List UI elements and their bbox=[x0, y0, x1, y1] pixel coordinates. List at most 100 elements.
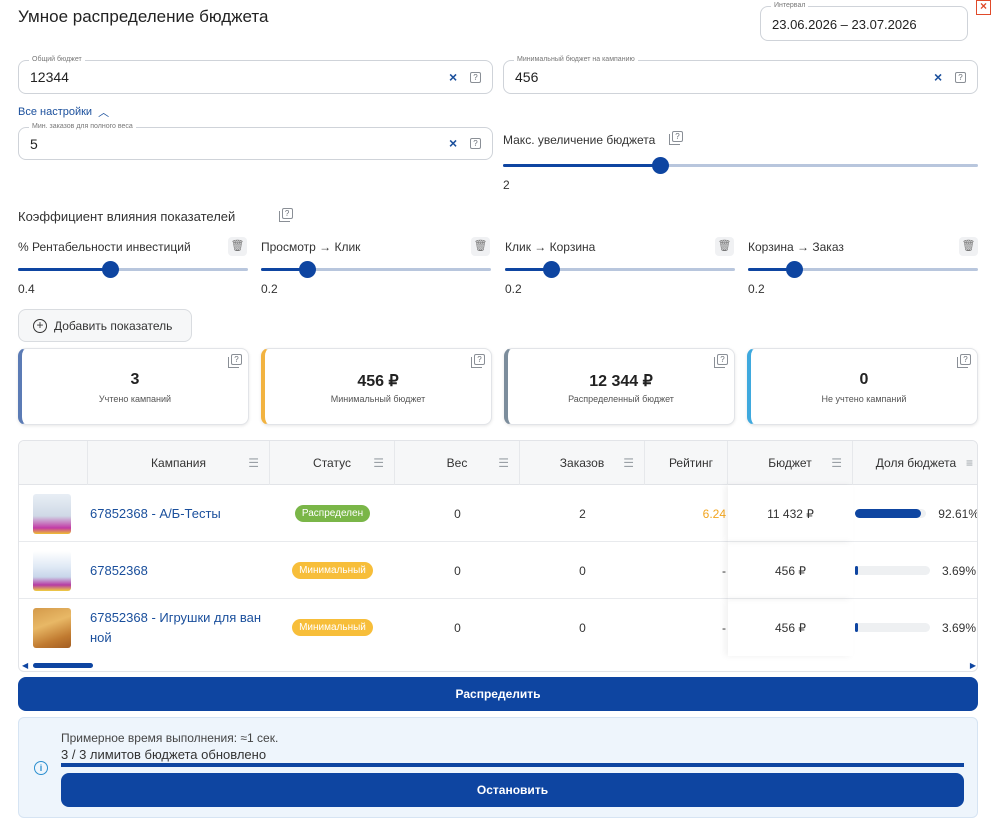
status-cell: Минимальный bbox=[270, 599, 395, 656]
status-badge: Распределен bbox=[294, 505, 371, 522]
column-header-share[interactable]: Доля бюджета ≡ bbox=[853, 441, 977, 485]
page-title: Умное распределение бюджета bbox=[18, 7, 269, 26]
coefficient-label: % Рентабельности инвестиций bbox=[18, 240, 191, 254]
menu-icon[interactable]: ☰ bbox=[373, 456, 384, 470]
rating-cell: 6.24 bbox=[702, 506, 726, 521]
slider-knob[interactable] bbox=[786, 261, 803, 278]
campaign-link[interactable]: 67852368 bbox=[90, 562, 148, 578]
help-icon[interactable]: ? bbox=[669, 131, 683, 145]
clear-icon[interactable]: × bbox=[449, 135, 458, 151]
clear-icon[interactable]: × bbox=[934, 69, 943, 85]
slider-fill bbox=[505, 268, 551, 271]
help-icon[interactable]: ? bbox=[957, 354, 971, 368]
coefficient-label: Просмотр → Клик bbox=[261, 240, 361, 254]
campaign-link[interactable]: 67852368 - А/Б-Тесты bbox=[90, 505, 221, 521]
status-cell: Распределен bbox=[270, 485, 395, 542]
coefficient-slider[interactable] bbox=[261, 261, 491, 278]
max-increase-slider[interactable] bbox=[503, 157, 978, 174]
interval-label: Интервал bbox=[771, 1, 809, 11]
rating-cell: - bbox=[722, 620, 726, 635]
coefficient-value: 0.4 bbox=[18, 282, 35, 296]
coefficient-label: Клик → Корзина bbox=[505, 240, 596, 254]
menu-icon[interactable]: ☰ bbox=[623, 456, 634, 470]
column-header-label: Кампания bbox=[151, 456, 206, 470]
max-increase-label: Макс. увеличение бюджета bbox=[503, 133, 656, 147]
clear-icon[interactable]: × bbox=[449, 69, 458, 85]
progress-bar-fill bbox=[61, 763, 964, 767]
min-campaign-budget-field[interactable]: Минимальный бюджет на кампанию 456 × ? bbox=[503, 55, 978, 94]
share-bar-fill bbox=[855, 623, 858, 632]
column-header-orders[interactable]: Заказов ☰ bbox=[520, 441, 645, 485]
help-icon[interactable]: ? bbox=[471, 354, 485, 368]
slider-knob[interactable] bbox=[651, 157, 669, 174]
horizontal-scrollbar[interactable]: ◀ ▶ bbox=[19, 661, 977, 671]
chevron-up-icon: ︿ bbox=[98, 107, 110, 119]
menu-icon[interactable]: ☰ bbox=[248, 456, 259, 470]
product-image bbox=[33, 551, 71, 591]
rating-cell: - bbox=[722, 563, 726, 578]
help-icon[interactable]: ? bbox=[228, 354, 242, 368]
scroll-right-icon[interactable]: ▶ bbox=[969, 661, 976, 670]
coefficient-value: 0.2 bbox=[748, 282, 765, 296]
menu-icon[interactable]: ☰ bbox=[831, 456, 842, 470]
help-icon[interactable]: ? bbox=[714, 354, 728, 368]
weight-cell: 0 bbox=[454, 563, 461, 578]
help-icon[interactable]: ? bbox=[278, 208, 293, 222]
help-icon[interactable]: ? bbox=[470, 72, 481, 83]
orders-cell: 2 bbox=[579, 506, 586, 521]
total-budget-field[interactable]: Общий бюджет 12344 × ? bbox=[18, 55, 493, 94]
min-campaign-budget-value: 456 bbox=[515, 69, 539, 85]
slider-fill bbox=[18, 268, 110, 271]
column-header-campaign[interactable]: Кампания ☰ bbox=[88, 441, 270, 485]
interval-field[interactable]: Интервал 23.06.2026 – 23.07.2026 bbox=[760, 1, 968, 41]
slider-knob[interactable] bbox=[543, 261, 560, 278]
help-icon[interactable]: ? bbox=[470, 138, 481, 149]
interval-value: 23.06.2026 – 23.07.2026 bbox=[772, 17, 917, 32]
plus-circle-icon: + bbox=[33, 318, 47, 333]
summary-card-distributed: ? 12 344 ₽ Распределенный бюджет bbox=[504, 348, 735, 425]
add-metric-button[interactable]: + Добавить показатель bbox=[18, 309, 192, 342]
slider-knob[interactable] bbox=[299, 261, 316, 278]
share-value: 3.69% bbox=[942, 563, 977, 578]
coefficient-slider[interactable] bbox=[748, 261, 978, 278]
budget-cell: 456 ₽ bbox=[728, 542, 853, 599]
menu-icon[interactable]: ☰ bbox=[498, 456, 509, 470]
campaign-link[interactable]: 67852368 - Игрушки для ванной bbox=[90, 609, 262, 645]
sort-icon[interactable]: ≡ bbox=[965, 456, 973, 470]
stop-button[interactable]: Остановить bbox=[61, 773, 964, 807]
column-header-label: Бюджет bbox=[768, 456, 812, 470]
column-header-status[interactable]: Статус ☰ bbox=[270, 441, 395, 485]
trash-icon[interactable]: 🗑 bbox=[959, 237, 978, 256]
scrollbar-thumb[interactable] bbox=[33, 663, 93, 668]
distribute-button[interactable]: Распределить bbox=[18, 677, 978, 711]
trash-icon[interactable]: 🗑 bbox=[228, 237, 247, 256]
slider-knob[interactable] bbox=[102, 261, 119, 278]
max-increase-value: 2 bbox=[503, 178, 510, 192]
card-label: Распределенный бюджет bbox=[568, 394, 674, 404]
card-value: 0 bbox=[859, 371, 869, 388]
help-icon[interactable]: ? bbox=[955, 72, 966, 83]
trash-icon[interactable]: 🗑 bbox=[715, 237, 734, 256]
column-header-rating[interactable]: Рейтинг bbox=[645, 441, 728, 485]
summary-card-counted: ? 3 Учтено кампаний bbox=[18, 348, 249, 425]
progress-bar bbox=[61, 763, 964, 767]
min-orders-field[interactable]: Мин. заказов для полного веса 5 × ? bbox=[18, 122, 493, 160]
slider-fill bbox=[748, 268, 794, 271]
share-bar-fill bbox=[855, 509, 922, 518]
column-header-budget[interactable]: Бюджет ☰ bbox=[728, 441, 853, 485]
weight-cell: 0 bbox=[454, 506, 461, 521]
scroll-left-icon[interactable]: ◀ bbox=[22, 661, 29, 670]
table-header: Кампания ☰ Статус ☰ Вес ☰ Заказов ☰ Рейтинг … bbox=[19, 441, 977, 485]
coefficient-slider[interactable] bbox=[18, 261, 248, 278]
trash-icon[interactable]: 🗑 bbox=[471, 237, 490, 256]
coefficient-slider[interactable] bbox=[505, 261, 735, 278]
card-label: Не учтено кампаний bbox=[821, 394, 907, 404]
total-budget-label: Общий бюджет bbox=[29, 55, 85, 65]
column-header-weight[interactable]: Вес ☰ bbox=[395, 441, 520, 485]
share-value: 3.69% bbox=[942, 620, 977, 635]
all-settings-toggle[interactable]: Все настройки ︿ bbox=[18, 104, 109, 120]
table-row: 67852368 Минимальный 0 0 - 456 ₽ 3.69% bbox=[19, 542, 977, 599]
column-header-label: Рейтинг bbox=[668, 456, 713, 470]
budget-cell: 11 432 ₽ bbox=[728, 485, 853, 542]
close-icon[interactable]: × bbox=[976, 0, 991, 15]
